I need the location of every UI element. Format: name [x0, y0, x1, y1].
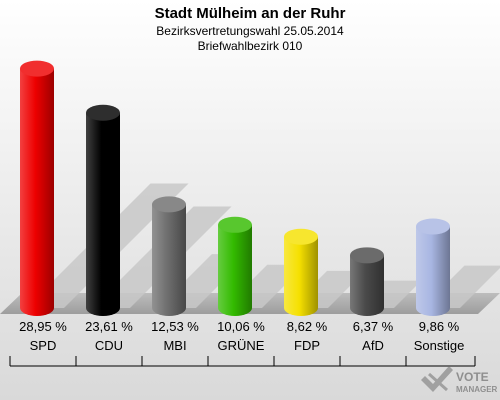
category-label: Sonstige — [414, 338, 465, 353]
value-label: 6,37 % — [353, 319, 394, 334]
value-label: 8,62 % — [287, 319, 328, 334]
value-label: 23,61 % — [85, 319, 133, 334]
category-labels: SPD CDU MBI GRÜNE FDP AfD Sonstige — [9, 338, 476, 366]
category-label: CDU — [95, 338, 123, 353]
bar-cdu — [86, 112, 120, 316]
value-label: 12,53 % — [151, 319, 199, 334]
category-label: AfD — [362, 338, 384, 353]
bar-top — [152, 196, 186, 213]
watermark: VOTE MANAGER — [421, 366, 498, 394]
value-label: 10,06 % — [217, 319, 265, 334]
bar-mbi — [152, 204, 186, 316]
bar-sonstige — [416, 226, 450, 316]
bar-top — [218, 216, 252, 233]
bar-grüne — [218, 224, 252, 316]
bar-fdp — [284, 236, 318, 316]
category-label: SPD — [30, 338, 57, 353]
bars — [20, 60, 450, 316]
value-label: 28,95 % — [19, 319, 67, 334]
bar-top — [20, 60, 54, 77]
bar-afd — [350, 255, 384, 316]
category-label: FDP — [294, 338, 320, 353]
value-labels: 28,95 % 23,61 % 12,53 % 10,06 % 8,62 % 6,37 %… — [19, 319, 460, 334]
chart-subtitle: Bezirksvertretungswahl 25.05.2014 — [156, 24, 344, 38]
bar-top — [284, 228, 318, 245]
value-label: 9,86 % — [419, 319, 460, 334]
chart-title: Stadt Mülheim an der Ruhr — [155, 5, 346, 22]
vote-manager-logo-icon — [421, 366, 453, 392]
category-label: GRÜNE — [218, 338, 265, 353]
bar-spd — [20, 68, 54, 316]
watermark-line2: MANAGER — [456, 385, 498, 394]
bar-top — [350, 247, 384, 264]
watermark-line1: VOTE — [456, 370, 489, 384]
chart-subtitle-2: Briefwahlbezirk 010 — [198, 39, 303, 53]
bar-top — [86, 104, 120, 121]
category-label: MBI — [163, 338, 186, 353]
bar-top — [416, 218, 450, 235]
